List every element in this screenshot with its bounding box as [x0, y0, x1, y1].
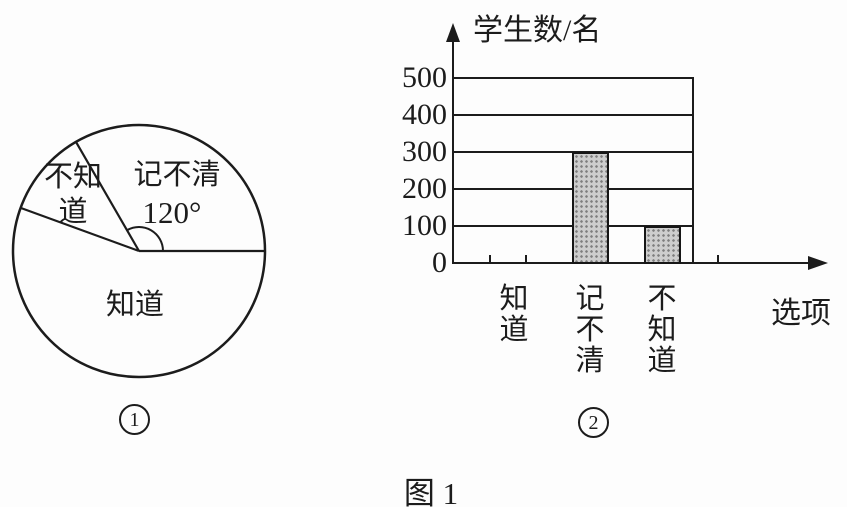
- y-tick-label-200: 200: [402, 172, 447, 205]
- x-axis-arrow-icon: [808, 256, 828, 270]
- x-axis-tick-2: [717, 255, 719, 263]
- bar-不知道: [643, 226, 681, 264]
- pie-slice-label-jibuqing: 记不清: [133, 159, 221, 191]
- pie-slice-label-buzhidao: 不知道: [43, 161, 102, 228]
- y-axis-arrow-icon: [446, 23, 460, 42]
- y-tick-label-300: 300: [402, 135, 447, 168]
- pie-angle-arc: [126, 226, 164, 252]
- x-axis-line: [452, 262, 812, 264]
- x-axis-tick-1: [525, 255, 527, 263]
- gridline-500: [452, 77, 694, 79]
- grid-box-right-edge: [692, 77, 694, 262]
- y-tick-label-500: 500: [402, 61, 447, 94]
- pie-slice-boundary-2: [20, 206, 140, 253]
- figure-caption: 图 1: [403, 476, 459, 507]
- pie-chart: [11, 123, 267, 379]
- bar-chart-y-axis-title: 学生数/名: [473, 14, 602, 47]
- y-tick-label-100: 100: [402, 209, 447, 242]
- x-category-label-不知道: 不知道: [647, 283, 677, 377]
- gridline-400: [452, 114, 694, 116]
- y-tick-label-0: 0: [432, 246, 447, 279]
- bar-记不清: [571, 152, 609, 264]
- pie-angle-label: 120°: [142, 195, 202, 230]
- x-category-label-知道: 知道: [499, 283, 529, 346]
- pie-subfigure-marker: 1: [119, 404, 150, 435]
- bar-chart-x-axis-title: 选项: [771, 297, 831, 330]
- y-tick-label-400: 400: [402, 98, 447, 131]
- y-axis-line: [452, 42, 454, 264]
- x-axis-tick-0: [489, 255, 491, 263]
- pie-slice-label-zhidao: 知道: [105, 289, 164, 321]
- x-category-label-记不清: 记不清: [575, 283, 605, 377]
- bar-subfigure-marker: 2: [578, 407, 609, 438]
- pie-slice-boundary-1: [75, 141, 140, 252]
